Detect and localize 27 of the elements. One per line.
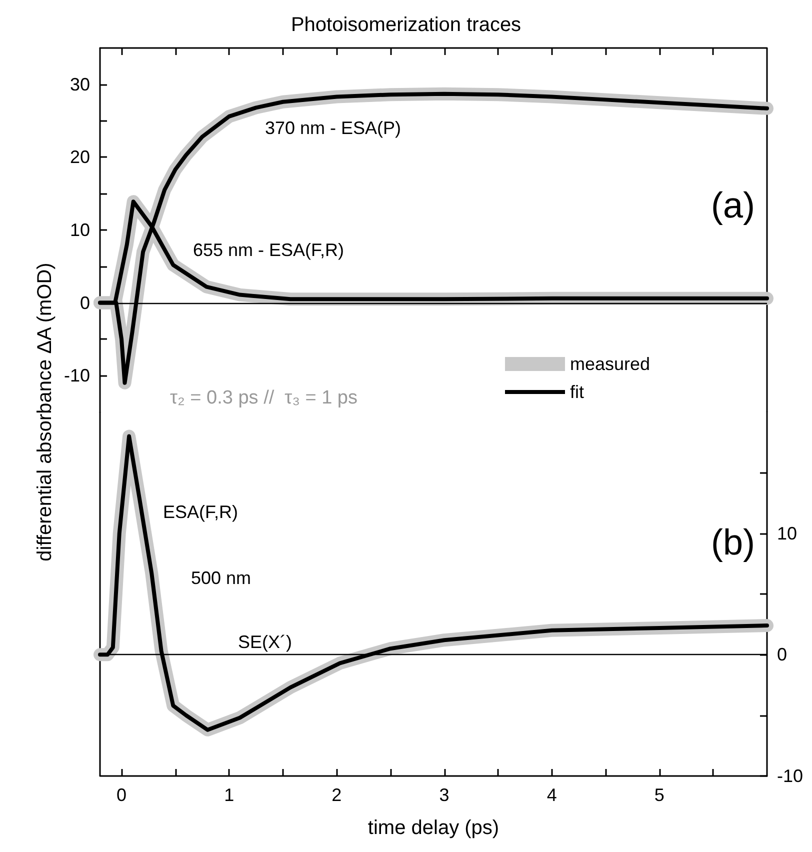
annotation: 500 nm [191,568,252,588]
annotation: (b) [711,522,755,562]
chart-title: Photoisomerization traces [290,14,522,36]
x-tick-label: 1 [224,785,234,805]
x-tick-label: 3 [439,785,450,805]
y-axis-title: differential absorbance ΔA (mOD) [34,262,56,562]
x-tick-label: 5 [654,785,664,805]
y-tick-label: -10 [64,366,90,386]
annotation: ESA(F,R) [163,502,238,522]
y-tick-label: 30 [70,74,90,94]
y-tick-label: 10 [70,220,90,240]
legend-label: measured [570,354,650,374]
annotation: 370 nm - ESA(P) [265,118,402,138]
y-tick-label: 0 [80,292,90,313]
annotation: 655 nm - ESA(F,R) [193,240,344,260]
x-tick-label: 4 [546,785,557,805]
annotation: SE(X´) [238,632,292,652]
y2-tick-label: 10 [777,523,798,544]
annotation: τ₂ = 0.3 ps // τ₃ = 1 ps [170,388,358,408]
y2-tick-label: -10 [777,766,804,786]
y-tick-label: 20 [70,147,90,168]
x-axis-title: time delay (ps) [368,817,500,839]
y2-tick-label: 0 [777,644,788,665]
x-tick-label: 2 [332,785,342,805]
annotation: (a) [711,184,755,226]
legend-label: fit [570,382,584,402]
x-tick-label: 0 [116,785,127,805]
